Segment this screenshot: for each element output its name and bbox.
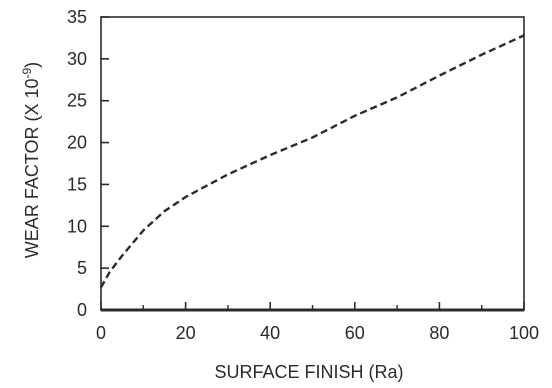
y-axis-title: WEAR FACTOR (X 10-9) <box>20 62 42 258</box>
y-axis-ticks: 0 5 10 15 20 25 30 35 <box>67 7 109 320</box>
series-layer <box>99 34 525 288</box>
y-tick-label: 35 <box>67 7 87 27</box>
y-axis-title-suffix: ) <box>22 62 42 68</box>
y-tick-label: 0 <box>77 300 87 320</box>
y-tick-label: 5 <box>77 258 87 278</box>
x-tick-label: 20 <box>176 323 196 343</box>
y-tick-label: 30 <box>67 49 87 69</box>
x-tick-label: 80 <box>429 323 449 343</box>
y-tick-label: 10 <box>67 216 87 236</box>
y-tick-label: 15 <box>67 174 87 194</box>
x-tick-label: 100 <box>509 323 539 343</box>
plot-frame <box>100 16 525 312</box>
series-line <box>99 34 525 288</box>
y-tick-label: 20 <box>67 133 87 153</box>
y-axis-title-exponent: -9 <box>20 67 34 78</box>
x-tick-label: 60 <box>345 323 365 343</box>
x-tick-label: 0 <box>96 323 106 343</box>
x-tick-label: 40 <box>260 323 280 343</box>
x-axis-title: SURFACE FINISH (Ra) <box>214 362 403 382</box>
plot-border <box>100 16 525 311</box>
x-axis-ticks: 0 20 40 60 80 100 <box>96 302 539 343</box>
y-tick-label: 25 <box>67 91 87 111</box>
y-axis-title-main: WEAR FACTOR (X 10 <box>22 78 42 258</box>
